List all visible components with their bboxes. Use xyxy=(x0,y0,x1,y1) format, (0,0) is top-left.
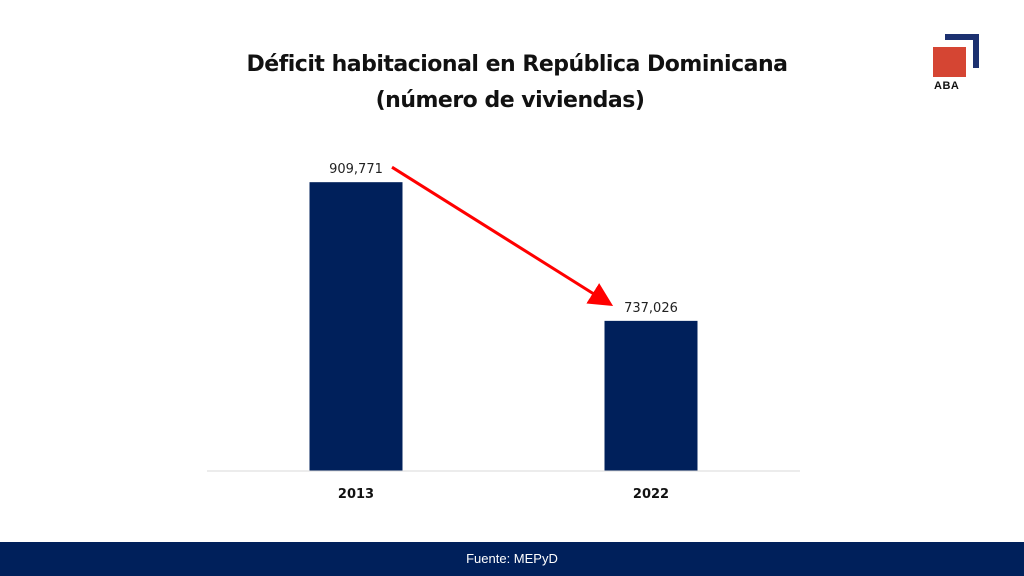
source-text: Fuente: MEPyD xyxy=(466,551,558,566)
source-footer: Fuente: MEPyD xyxy=(0,542,1024,576)
x-tick-label-2013: 2013 xyxy=(338,487,374,502)
trend-arrow xyxy=(391,165,614,307)
bar-2013 xyxy=(309,182,403,471)
chart-subtitle: (número de viviendas) xyxy=(375,88,645,113)
aba-logo: ABA xyxy=(930,34,980,94)
bar-2022 xyxy=(604,320,698,471)
data-label-2022: 737,026 xyxy=(624,301,678,316)
logo-text: ABA xyxy=(934,80,960,92)
chart-title: Déficit habitacional en República Domini… xyxy=(246,52,788,77)
logo-red-square-icon xyxy=(933,47,966,77)
logo-blue-corner-icon xyxy=(945,34,979,68)
x-tick-label-2022: 2022 xyxy=(633,487,669,502)
data-label-2013: 909,771 xyxy=(329,162,383,177)
